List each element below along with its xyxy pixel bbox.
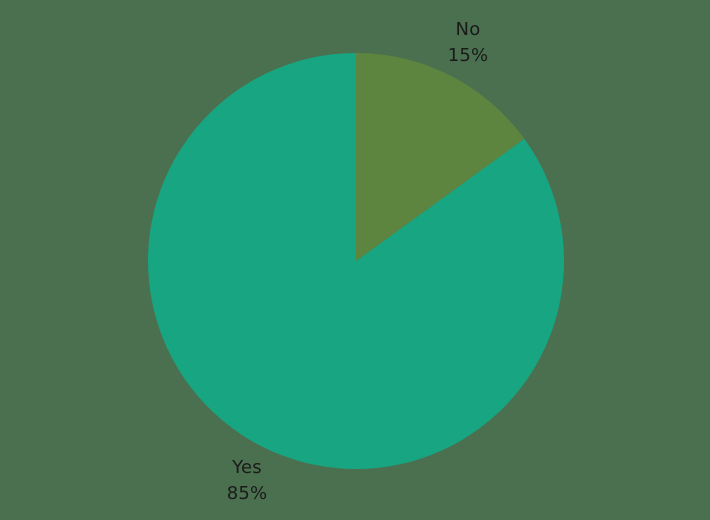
- pie-label-no-percent: 15%: [447, 45, 489, 66]
- pie-label-yes-percent: 85%: [226, 483, 268, 504]
- pie-slice-no[interactable]: [356, 53, 525, 261]
- pie-label-no-name: No: [455, 19, 481, 40]
- pie-label-no: No 15%: [408, 17, 528, 69]
- pie-label-yes: Yes 85%: [187, 455, 307, 507]
- pie-label-yes-name: Yes: [232, 457, 262, 478]
